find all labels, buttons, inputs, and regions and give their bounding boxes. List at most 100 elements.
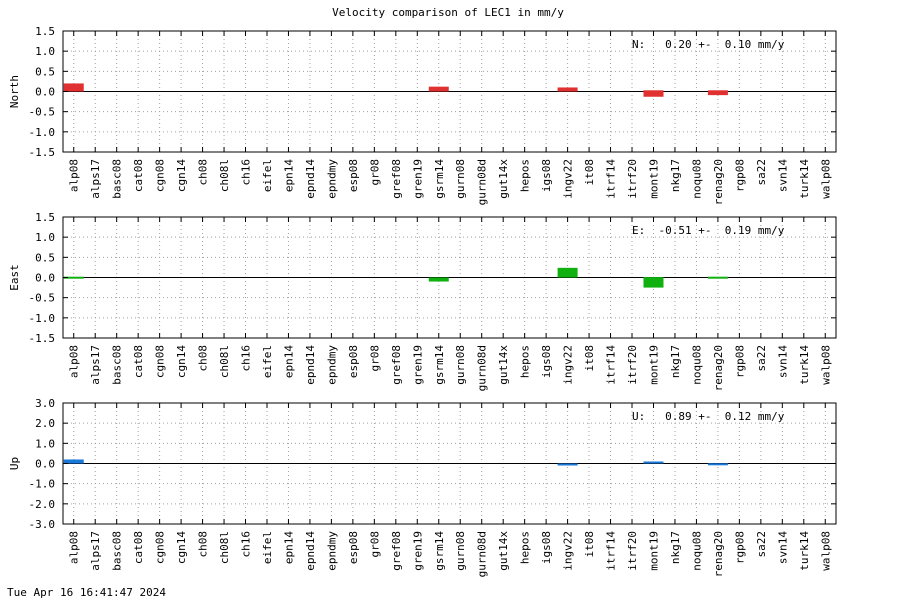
x-tick-label: gref08 xyxy=(390,531,403,571)
x-tick-label: ingv22 xyxy=(562,345,575,385)
y-tick-label: -1.0 xyxy=(29,478,56,491)
bar-ingv22 xyxy=(557,87,578,92)
x-tick-label: nkg17 xyxy=(669,159,682,192)
x-tick-label: mont19 xyxy=(647,159,660,199)
bar-alp08 xyxy=(63,276,84,279)
x-tick-label: ingv22 xyxy=(562,531,575,571)
x-tick-label: gurn08 xyxy=(454,345,467,385)
x-tick-label: gren19 xyxy=(411,531,424,571)
x-tick-label: ch08 xyxy=(197,345,210,372)
x-tick-label: gurn08 xyxy=(454,531,467,571)
timestamp: Tue Apr 16 16:41:47 2024 xyxy=(7,586,166,599)
x-tick-label: noqu08 xyxy=(690,159,703,199)
x-tick-label: rgp08 xyxy=(733,159,746,192)
x-tick-label: epn14 xyxy=(282,531,295,564)
x-tick-label: svn14 xyxy=(776,159,789,192)
y-tick-label: 1.5 xyxy=(35,211,55,224)
bar-gsrm14 xyxy=(428,277,449,282)
x-tick-label: cgn08 xyxy=(154,345,167,378)
x-tick-label: gut14x xyxy=(497,531,510,571)
x-tick-label: it08 xyxy=(583,159,596,186)
x-tick-label: ch16 xyxy=(240,159,253,186)
x-tick-label: itrf14 xyxy=(605,159,618,199)
x-tick-label: basc08 xyxy=(111,531,124,571)
x-tick-label: alps17 xyxy=(89,159,102,199)
bar-ingv22 xyxy=(557,267,578,278)
y-tick-label: -1.0 xyxy=(29,312,56,325)
x-tick-label: walp08 xyxy=(819,531,832,571)
x-tick-label: alp08 xyxy=(68,531,81,564)
x-tick-label: alps17 xyxy=(89,345,102,385)
x-tick-label: cgn14 xyxy=(175,159,188,192)
x-tick-label: ch16 xyxy=(240,531,253,558)
x-tick-label: nkg17 xyxy=(669,531,682,564)
x-tick-label: turk14 xyxy=(798,159,811,199)
x-tick-label: gsrm14 xyxy=(433,531,446,571)
x-tick-label: cat08 xyxy=(132,345,145,378)
y-tick-label: 0.0 xyxy=(35,458,55,471)
x-tick-label: walp08 xyxy=(819,159,832,199)
x-tick-label: hepos xyxy=(519,345,532,378)
x-tick-label: cgn14 xyxy=(175,531,188,564)
x-tick-label: mont19 xyxy=(647,345,660,385)
x-tick-label: nkg17 xyxy=(669,345,682,378)
x-tick-label: gsrm14 xyxy=(433,159,446,199)
y-tick-label: 0.0 xyxy=(35,86,55,99)
x-tick-label: itrf20 xyxy=(626,531,639,571)
bar-mont19 xyxy=(643,277,664,288)
x-tick-label: gurn08d xyxy=(476,159,489,205)
x-tick-label: igs08 xyxy=(540,159,553,192)
x-tick-label: alp08 xyxy=(68,345,81,378)
x-tick-label: gref08 xyxy=(390,159,403,199)
bar-renag20 xyxy=(707,276,728,279)
x-tick-label: turk14 xyxy=(798,531,811,571)
x-tick-label: epndmy xyxy=(325,531,338,571)
chart-title: Velocity comparison of LEC1 in mm/y xyxy=(332,6,564,19)
x-tick-label: itrf20 xyxy=(626,159,639,199)
x-tick-label: gren19 xyxy=(411,345,424,385)
x-tick-label: ch08l xyxy=(218,159,231,192)
x-tick-label: eifel xyxy=(261,345,274,378)
x-tick-label: rgp08 xyxy=(733,531,746,564)
y-tick-label: 0.5 xyxy=(35,65,55,78)
x-tick-label: ch08 xyxy=(197,159,210,186)
x-tick-label: noqu08 xyxy=(690,345,703,385)
x-tick-label: gr08 xyxy=(368,345,381,372)
y-tick-label: -1.5 xyxy=(29,146,56,159)
x-tick-label: epndmy xyxy=(325,159,338,199)
x-tick-label: gr08 xyxy=(368,159,381,186)
y-axis-label: Up xyxy=(8,457,21,470)
x-tick-label: itrf20 xyxy=(626,345,639,385)
x-tick-label: gsrm14 xyxy=(433,345,446,385)
x-tick-label: hepos xyxy=(519,159,532,192)
x-tick-label: epn14 xyxy=(282,345,295,378)
x-tick-label: basc08 xyxy=(111,159,124,199)
y-axis-label: North xyxy=(8,75,21,108)
chart-panels: 1.5 1.0 0.5 0.0 -0.5 -1.0 -1.5 alp08 alps17 basc0… xyxy=(8,25,837,577)
y-axis-label: East xyxy=(8,264,21,291)
y-tick-label: -0.5 xyxy=(29,106,56,119)
bar-renag20 xyxy=(707,463,728,466)
x-tick-label: esp08 xyxy=(347,345,360,378)
x-tick-label: gr08 xyxy=(368,531,381,558)
x-tick-label: gren19 xyxy=(411,159,424,199)
x-tick-label: walp08 xyxy=(819,345,832,385)
y-tick-label: 1.0 xyxy=(35,45,55,58)
x-tick-label: itrf14 xyxy=(605,531,618,571)
y-tick-label: 2.0 xyxy=(35,417,55,430)
panel-up: 3.0 2.0 1.0 0.0 -1.0 -2.0 -3.0 alp08 alps17 basc0… xyxy=(8,397,837,577)
x-tick-label: gurn08d xyxy=(476,345,489,391)
x-tick-label: alps17 xyxy=(89,531,102,571)
y-tick-label: -2.0 xyxy=(29,498,56,511)
x-tick-label: ch08l xyxy=(218,531,231,564)
velocity-annotation: E: -0.51 +- 0.19 mm/y xyxy=(632,224,785,237)
y-tick-label: 1.0 xyxy=(35,231,55,244)
y-tick-label: 0.0 xyxy=(35,272,55,285)
x-tick-label: sa22 xyxy=(755,159,768,186)
x-tick-label: igs08 xyxy=(540,345,553,378)
y-tick-label: 0.5 xyxy=(35,251,55,264)
x-tick-label: renag20 xyxy=(712,531,725,577)
x-tick-label: cat08 xyxy=(132,531,145,564)
y-tick-label: -3.0 xyxy=(29,518,56,531)
x-tick-label: cgn14 xyxy=(175,345,188,378)
